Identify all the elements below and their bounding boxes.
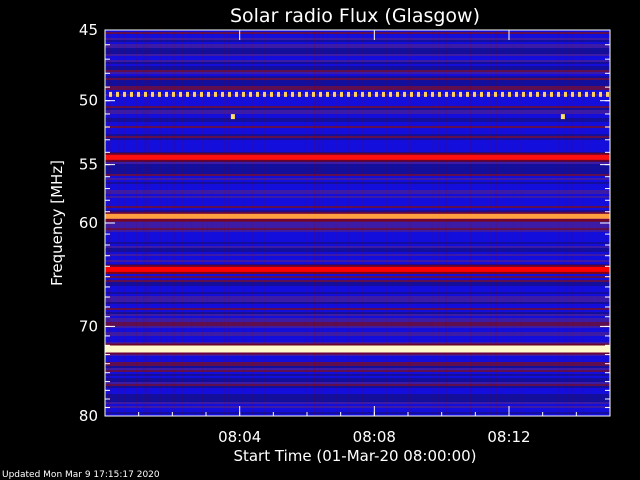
band-core-3 bbox=[105, 266, 610, 272]
x-tick-label-1: 08:08 bbox=[353, 428, 396, 446]
y-tick-label-3: 60 bbox=[79, 214, 98, 232]
y-tick-label-0: 45 bbox=[79, 21, 98, 39]
spot-1 bbox=[560, 114, 565, 120]
y-axis-label: Frequency [MHz] bbox=[48, 160, 66, 286]
band-core-2 bbox=[105, 213, 610, 219]
x-axis-label: Start Time (01-Mar-20 08:00:00) bbox=[233, 447, 476, 465]
y-tick-label-1: 50 bbox=[79, 92, 98, 110]
band-core-4 bbox=[105, 345, 610, 353]
y-axis: 45 50 55 60 70 80 bbox=[79, 21, 610, 425]
plot-area bbox=[105, 30, 610, 416]
emission-bands bbox=[105, 91, 610, 355]
band-core-1 bbox=[105, 154, 610, 160]
band-0 bbox=[109, 91, 609, 97]
emission-spots bbox=[230, 114, 565, 120]
x-tick-label-0: 08:04 bbox=[218, 428, 261, 446]
x-axis: 08:04 08:08 08:12 bbox=[138, 30, 577, 446]
chart-title: Solar radio Flux (Glasgow) bbox=[230, 5, 480, 27]
x-tick-label-2: 08:12 bbox=[487, 428, 530, 446]
y-tick-label-5: 80 bbox=[79, 407, 98, 425]
updated-timestamp: Updated Mon Mar 9 17:15:17 2020 bbox=[2, 470, 160, 480]
background-texture bbox=[105, 30, 610, 416]
y-tick-label-2: 55 bbox=[79, 156, 98, 174]
spot-0 bbox=[230, 114, 235, 120]
y-tick-label-4: 70 bbox=[79, 317, 98, 335]
